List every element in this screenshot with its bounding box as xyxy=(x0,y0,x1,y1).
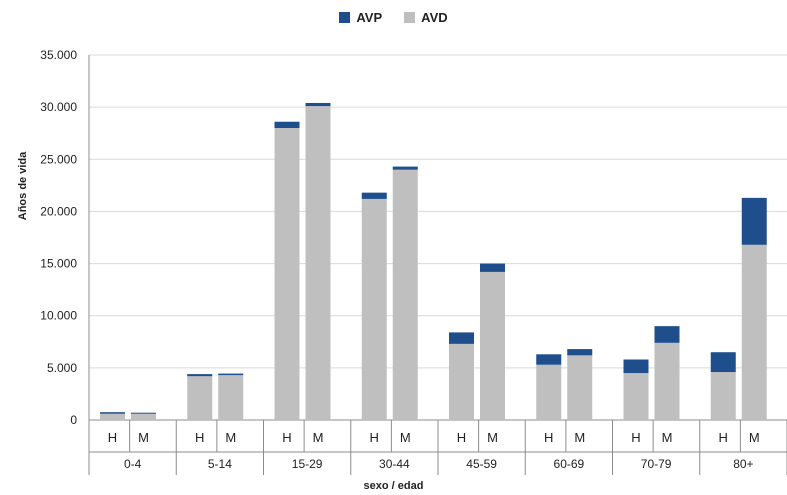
legend-swatch-avp xyxy=(339,12,351,23)
x-subcategory-label: M xyxy=(487,430,498,445)
x-subcategory-label: H xyxy=(195,430,204,445)
bar-avp-30-44-M xyxy=(392,166,418,170)
x-subcategory-label: H xyxy=(544,430,553,445)
x-subcategory-label: H xyxy=(282,430,291,445)
x-subcategory-label: M xyxy=(225,430,236,445)
bar-avp-0-4-M xyxy=(131,412,156,414)
bar-avd-80+-H xyxy=(710,372,736,420)
bar-avd-0-4-H xyxy=(100,413,125,420)
bar-avp-5-14-H xyxy=(187,374,213,377)
x-subcategory-label: H xyxy=(457,430,466,445)
bar-avd-70-79-M xyxy=(654,342,680,420)
x-subcategory-label: M xyxy=(749,430,760,445)
x-group-label: 45-59 xyxy=(466,457,497,471)
bar-avd-0-4-M xyxy=(131,413,156,420)
bar-avp-60-69-M xyxy=(567,349,593,356)
bar-avd-5-14-H xyxy=(187,376,213,420)
bar-avd-45-59-H xyxy=(449,343,474,420)
legend-label-avd: AVD xyxy=(421,10,448,25)
legend-label-avp: AVP xyxy=(356,10,383,25)
x-group-label: 5-14 xyxy=(208,457,232,471)
y-tick-label: 15.000 xyxy=(40,257,77,271)
bar-avd-15-29-M xyxy=(305,106,331,420)
x-subcategory-label: M xyxy=(138,430,149,445)
bar-avp-15-29-M xyxy=(305,102,331,107)
bar-avd-45-59-M xyxy=(480,271,505,420)
x-subcategory-label: H xyxy=(370,430,379,445)
bar-avd-80+-M xyxy=(741,244,767,420)
x-group-label: 0-4 xyxy=(124,457,142,471)
bar-avd-30-44-M xyxy=(392,169,418,420)
bar-avp-70-79-M xyxy=(654,326,680,343)
x-subcategory-label: M xyxy=(400,430,411,445)
bar-avd-60-69-H xyxy=(536,364,562,420)
bar-avp-80+-M xyxy=(741,197,767,245)
x-group-label: 15-29 xyxy=(292,457,323,471)
bar-avp-70-79-H xyxy=(623,359,649,374)
y-tick-label: 10.000 xyxy=(40,309,77,323)
x-subcategory-label: H xyxy=(108,430,117,445)
bar-avp-60-69-H xyxy=(536,354,562,365)
bar-avp-45-59-H xyxy=(449,332,474,344)
y-tick-label: 20.000 xyxy=(40,204,77,218)
bar-avd-70-79-H xyxy=(623,373,649,420)
bar-avp-45-59-M xyxy=(480,263,505,272)
x-group-label: 70-79 xyxy=(641,457,672,471)
bar-avd-5-14-M xyxy=(218,375,244,420)
x-subcategory-label: H xyxy=(631,430,640,445)
x-subcategory-label: M xyxy=(662,430,673,445)
legend-item-avp: AVP xyxy=(339,10,382,25)
bar-avp-80+-H xyxy=(710,352,736,373)
x-group-label: 60-69 xyxy=(554,457,585,471)
legend-swatch-avd xyxy=(404,12,416,23)
x-group-label: 80+ xyxy=(733,457,753,471)
y-tick-label: 0 xyxy=(70,413,77,427)
y-tick-label: 30.000 xyxy=(40,100,77,114)
bar-avd-60-69-M xyxy=(567,355,593,420)
y-tick-label: 5.000 xyxy=(47,361,77,375)
bar-avp-0-4-H xyxy=(100,412,125,414)
y-tick-label: 35.000 xyxy=(40,48,77,62)
x-subcategory-label: H xyxy=(719,430,728,445)
bar-avp-30-44-H xyxy=(361,192,387,199)
bar-avp-15-29-H xyxy=(274,121,300,128)
x-group-label: 30-44 xyxy=(379,457,410,471)
bar-avd-30-44-H xyxy=(361,198,387,420)
y-tick-label: 25.000 xyxy=(40,152,77,166)
bar-avp-5-14-M xyxy=(218,373,244,376)
bar-avd-15-29-H xyxy=(274,128,300,420)
x-subcategory-label: M xyxy=(313,430,324,445)
x-axis-title: sexo / edad xyxy=(363,480,424,492)
x-subcategory-label: M xyxy=(574,430,585,445)
legend: AVP AVD xyxy=(0,10,787,25)
legend-item-avd: AVD xyxy=(404,10,448,25)
